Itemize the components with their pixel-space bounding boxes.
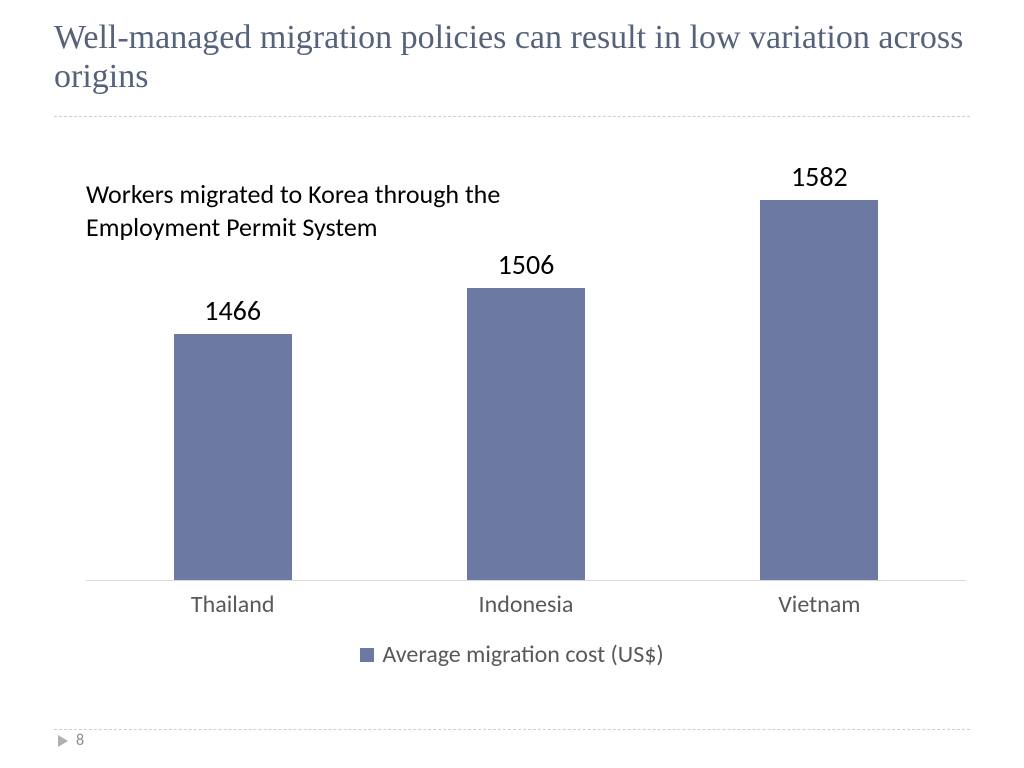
bar-chart: 1466 1506 1582: [86, 150, 966, 580]
divider-top: [54, 116, 970, 117]
x-axis-labels: ThailandIndonesiaVietnam: [86, 590, 966, 619]
bar-value-label: 1506: [498, 247, 555, 282]
x-axis-line: [86, 580, 966, 581]
legend-swatch: [360, 648, 374, 662]
slide-footer: 8: [58, 731, 84, 750]
x-axis-category: Thailand: [86, 590, 379, 619]
next-slide-icon: [58, 735, 68, 747]
bar-value-label: 1582: [791, 159, 848, 194]
bar: [467, 288, 585, 580]
bar: [760, 200, 878, 580]
bar-slot: 1582: [673, 150, 966, 580]
bar-value-label: 1466: [204, 293, 261, 328]
legend-text: Average migration cost (US$): [382, 640, 663, 669]
chart-legend: Average migration cost (US$): [0, 640, 1024, 669]
bar-slot: 1506: [379, 150, 672, 580]
slide-title: Well-managed migration policies can resu…: [54, 18, 970, 96]
bar-slot: 1466: [86, 150, 379, 580]
divider-bottom: [54, 729, 970, 730]
page-number: 8: [76, 731, 84, 750]
x-axis-category: Indonesia: [379, 590, 672, 619]
bar: [174, 334, 292, 580]
x-axis-category: Vietnam: [673, 590, 966, 619]
